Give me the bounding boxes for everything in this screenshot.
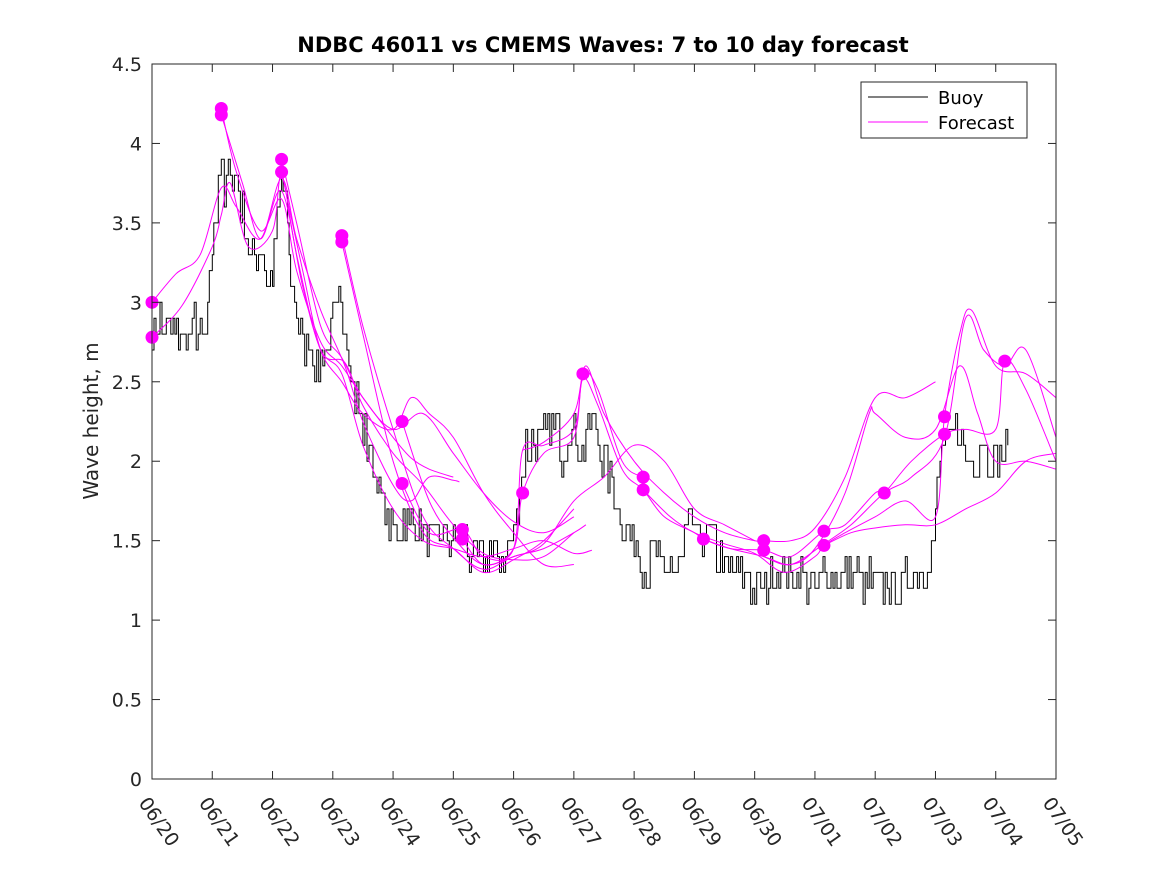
forecast-start-marker xyxy=(636,470,650,484)
buoy-series-line xyxy=(152,158,1009,605)
forecast-start-marker xyxy=(938,410,952,424)
forecast-start-marker xyxy=(696,532,710,546)
forecast-run-line xyxy=(642,308,1057,573)
plot-content xyxy=(145,101,1057,605)
y-axis-label: Wave height, m xyxy=(79,342,103,499)
forecast-run-line xyxy=(401,370,644,566)
forecast-start-marker xyxy=(817,524,831,538)
forecast-run-line xyxy=(151,177,460,502)
forecast-start-marker xyxy=(757,543,771,557)
x-tick-label: 06/25 xyxy=(435,793,484,850)
forecast-start-marker xyxy=(395,476,409,490)
forecast-start-marker xyxy=(516,486,530,500)
forecast-start-marker xyxy=(214,108,228,122)
x-tick-label: 07/03 xyxy=(917,793,966,850)
x-tick-label: 06/24 xyxy=(375,793,424,850)
x-tick-label: 07/01 xyxy=(797,793,846,850)
forecast-run-line xyxy=(151,174,575,561)
x-tick-label: 06/23 xyxy=(315,793,364,850)
forecast-start-marker xyxy=(757,534,771,548)
forecast-run-line xyxy=(220,108,454,478)
forecast-run-line xyxy=(522,365,936,543)
forecast-start-marker xyxy=(455,523,469,537)
y-tick-label: 1.5 xyxy=(112,531,142,553)
plot-area-border xyxy=(151,63,1057,780)
forecast-start-marker xyxy=(455,532,469,546)
x-tick-label: 06/28 xyxy=(616,793,665,850)
x-tick-label: 06/27 xyxy=(556,793,605,850)
forecast-run-line xyxy=(220,114,593,558)
x-tick-label: 07/04 xyxy=(978,793,1027,850)
x-tick-label: 06/29 xyxy=(676,793,725,850)
forecast-run-line xyxy=(341,241,575,574)
x-tick-label: 07/02 xyxy=(857,793,906,850)
y-tick-label: 3 xyxy=(130,292,142,314)
forecast-start-marker xyxy=(275,152,289,166)
y-tick-label: 0 xyxy=(130,769,142,791)
chart-title: NDBC 46011 vs CMEMS Waves: 7 to 10 day f… xyxy=(297,33,908,57)
x-tick-label: 06/21 xyxy=(194,793,243,850)
y-tick-label: 0.5 xyxy=(112,690,142,712)
x-tick-label: 06/26 xyxy=(496,793,545,850)
y-tick-label: 2.5 xyxy=(112,372,142,394)
forecast-start-marker xyxy=(998,354,1012,368)
forecast-start-marker xyxy=(335,235,349,249)
legend-buoy-label: Buoy xyxy=(938,88,984,109)
x-tick-label: 06/20 xyxy=(134,793,183,850)
y-tick-label: 1 xyxy=(130,610,142,632)
forecast-run-line xyxy=(823,452,1057,546)
y-tick-label: 4 xyxy=(130,133,142,155)
y-tick-label: 2 xyxy=(130,451,142,473)
forecast-start-marker xyxy=(938,427,952,441)
forecast-run-line xyxy=(703,365,1057,566)
x-tick-label: 06/22 xyxy=(254,793,303,850)
x-tick-label: 06/30 xyxy=(737,793,786,850)
forecast-run-line xyxy=(281,171,574,568)
x-tick-label: 07/05 xyxy=(1038,793,1087,850)
forecast-start-marker xyxy=(877,486,891,500)
forecast-start-marker xyxy=(817,538,831,552)
y-tick-label: 3.5 xyxy=(112,213,142,235)
forecast-run-line xyxy=(462,444,755,566)
legend-forecast-label: Forecast xyxy=(938,113,1014,134)
forecast-start-marker xyxy=(395,415,409,428)
legend: Buoy Forecast xyxy=(860,81,1028,139)
forecast-start-marker xyxy=(275,165,289,179)
forecast-run-line xyxy=(281,159,575,534)
y-tick-label: 4.5 xyxy=(112,54,142,76)
forecast-start-marker xyxy=(636,483,650,497)
forecast-start-marker xyxy=(576,367,590,381)
forecast-run-line xyxy=(763,314,1057,566)
legend-box xyxy=(860,81,1028,139)
forecast-run-line xyxy=(401,359,1057,561)
